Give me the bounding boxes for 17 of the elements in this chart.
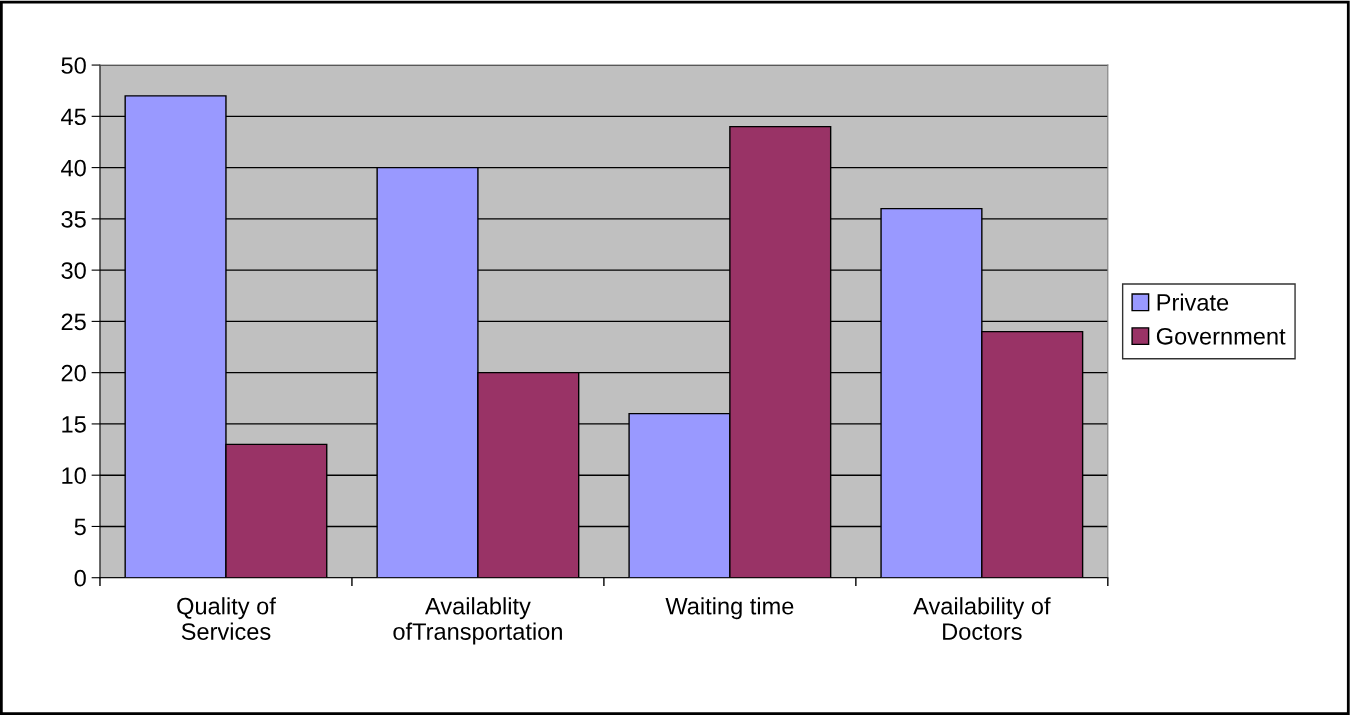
y-tick-label: 20 xyxy=(61,364,86,382)
y-tick-label: 10 xyxy=(62,467,86,484)
y-tick-label: 25 xyxy=(61,313,86,331)
legend-label: Government xyxy=(1156,327,1286,345)
y-tick-label: 0 xyxy=(74,569,86,587)
legend-label: Private xyxy=(1157,293,1229,311)
y-tick-label: 45 xyxy=(61,108,86,126)
y-tick-label: 40 xyxy=(61,159,86,177)
y-tick-label: 50 xyxy=(61,57,86,74)
x-tick-label: Quality of Services xyxy=(177,597,276,640)
y-tick-label: 30 xyxy=(61,262,86,279)
x-tick-label: Waiting time xyxy=(665,597,794,620)
y-tick-label: 15 xyxy=(62,416,86,433)
x-tick-label: Availablity ofTransportation xyxy=(393,597,562,645)
x-tick-label: Availability of Doctors xyxy=(913,597,1051,640)
y-tick-label: 35 xyxy=(61,210,86,228)
y-tick-label: 5 xyxy=(74,518,86,536)
